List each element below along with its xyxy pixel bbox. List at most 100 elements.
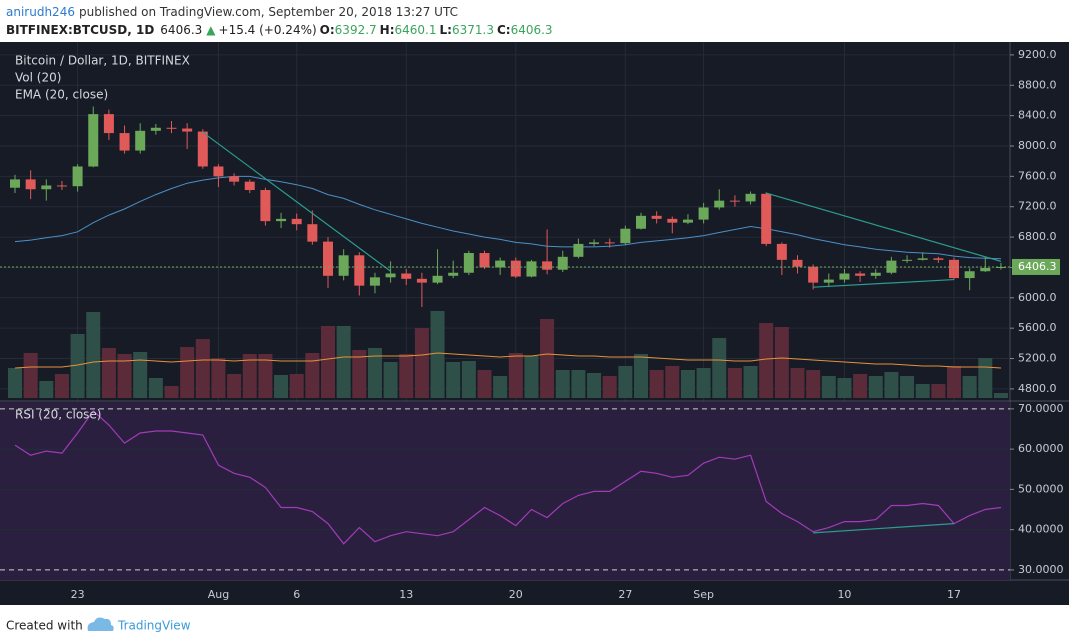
volume-bar [540, 319, 555, 398]
rsi-line [14, 410, 1002, 545]
y-tick-label: 7600.0 [1018, 169, 1057, 182]
volume-bar [430, 311, 445, 398]
volume-bar [414, 328, 429, 398]
volume-bar [101, 348, 116, 398]
candle-body [995, 266, 1006, 268]
candle-body [510, 260, 521, 277]
candle-body [369, 277, 380, 286]
arrow: ▲ [206, 23, 216, 37]
y-tick-label: 8000.0 [1018, 139, 1057, 152]
ohlc-label: H: [380, 23, 395, 37]
y-tick-label: 30.0000 [1018, 563, 1064, 576]
candle-body [839, 273, 850, 280]
ohlc-value: 6392.7 [335, 23, 377, 37]
x-tick-label: Sep [693, 588, 714, 601]
candle-body [135, 130, 146, 151]
y-tick-label: 40.0000 [1018, 523, 1064, 536]
x-tick-label: 23 [71, 588, 85, 601]
x-tick-label: 13 [399, 588, 413, 601]
candle-body [182, 128, 193, 132]
volume-bar [352, 350, 367, 398]
x-tick-label: 6 [293, 588, 300, 601]
candle-body [604, 242, 615, 244]
candle-body [870, 272, 881, 276]
x-tick-label: 27 [618, 588, 632, 601]
symbol-line: BITFINEX:BTCUSD, 1D 6406.3 ▲ +15.4 (+0.24%)… [6, 23, 553, 37]
candle-body [213, 166, 224, 177]
candle-body [808, 266, 819, 283]
candle-body [902, 259, 913, 261]
trendline [766, 192, 1002, 262]
candle-body [25, 179, 36, 190]
volume-bar [274, 375, 289, 398]
candle-body [338, 255, 349, 276]
x-tick-label: 20 [509, 588, 523, 601]
candle-body [573, 243, 584, 257]
volume-bar [571, 370, 586, 398]
volume-bar [305, 353, 320, 398]
volume-bar [321, 326, 335, 398]
volume-bar [211, 358, 226, 398]
ema-line [14, 175, 1002, 260]
volume-bar [962, 376, 977, 398]
volume-bar [336, 326, 351, 398]
trendline [202, 131, 391, 272]
volume-bar [117, 354, 132, 398]
header-bg [0, 0, 1069, 42]
candle-body [229, 176, 240, 182]
volume-bar [86, 312, 101, 398]
volume-bar [367, 348, 382, 398]
volume-bar [790, 368, 805, 398]
footer-brand[interactable]: TradingView [117, 619, 191, 633]
candle-body [323, 241, 333, 276]
candle-body [307, 224, 318, 242]
candle-body [964, 271, 975, 279]
volume-bar [634, 354, 648, 398]
candle-body [776, 243, 787, 260]
tradingview-logo[interactable] [87, 617, 114, 631]
ohlc-label: L: [440, 23, 452, 37]
candle-body [855, 273, 866, 276]
publish-line: anirudh246 published on TradingView.com, … [6, 5, 458, 19]
candle-body [526, 261, 537, 277]
y-tick-label: 5200.0 [1018, 352, 1057, 365]
x-tick-label: 17 [947, 588, 961, 601]
candle-body [729, 200, 740, 202]
volume-bar [978, 358, 993, 398]
volume-bar [680, 370, 695, 398]
volume-bar [947, 366, 961, 398]
volume-bar [931, 384, 946, 398]
candle-body [72, 166, 83, 187]
volume-bar [70, 334, 85, 398]
volume-bar [493, 376, 508, 398]
author[interactable]: anirudh246 [6, 5, 75, 19]
volume-bar [8, 368, 22, 398]
y-tick-label: 8400.0 [1018, 109, 1057, 122]
y-tick-label: 6000.0 [1018, 291, 1057, 304]
last-price-label: 6406.3 [1018, 260, 1057, 273]
y-tick-label: 7200.0 [1018, 200, 1057, 213]
ohlc-value: 6460.1 [395, 23, 437, 37]
candle-body [463, 253, 474, 273]
trendline [813, 523, 955, 534]
candle-body [166, 127, 177, 129]
y-tick-label: 8800.0 [1018, 78, 1057, 91]
volume-bar [555, 370, 570, 398]
volume-bar [148, 378, 163, 398]
candle-body [197, 131, 208, 167]
volume-bar [915, 384, 930, 398]
volume-bar [759, 323, 774, 398]
volume-bar [696, 368, 711, 398]
ohlc-label: C: [497, 23, 511, 37]
volume-bar [508, 353, 523, 398]
volume-bar [164, 386, 179, 398]
candle-body [557, 256, 568, 270]
trendline [813, 278, 955, 288]
volume-bar [477, 370, 492, 398]
volume-bar [665, 366, 680, 398]
candle-body [432, 275, 443, 283]
candle-body [636, 215, 646, 229]
volume-bar [853, 374, 868, 398]
